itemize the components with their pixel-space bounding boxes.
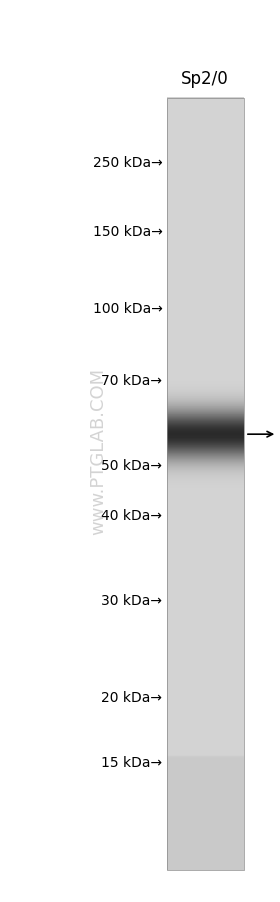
Text: 50 kDa→: 50 kDa→: [101, 458, 162, 473]
Text: 70 kDa→: 70 kDa→: [101, 373, 162, 388]
Text: 15 kDa→: 15 kDa→: [101, 756, 162, 769]
Text: 100 kDa→: 100 kDa→: [92, 302, 162, 316]
Bar: [167, 99, 244, 870]
Text: 250 kDa→: 250 kDa→: [93, 155, 162, 170]
Text: 20 kDa→: 20 kDa→: [101, 690, 162, 704]
Text: 30 kDa→: 30 kDa→: [101, 594, 162, 608]
Text: Sp2/0: Sp2/0: [181, 70, 229, 88]
Text: 150 kDa→: 150 kDa→: [92, 225, 162, 239]
Text: 40 kDa→: 40 kDa→: [101, 509, 162, 522]
Text: www.PTGLAB.COM: www.PTGLAB.COM: [89, 367, 107, 535]
